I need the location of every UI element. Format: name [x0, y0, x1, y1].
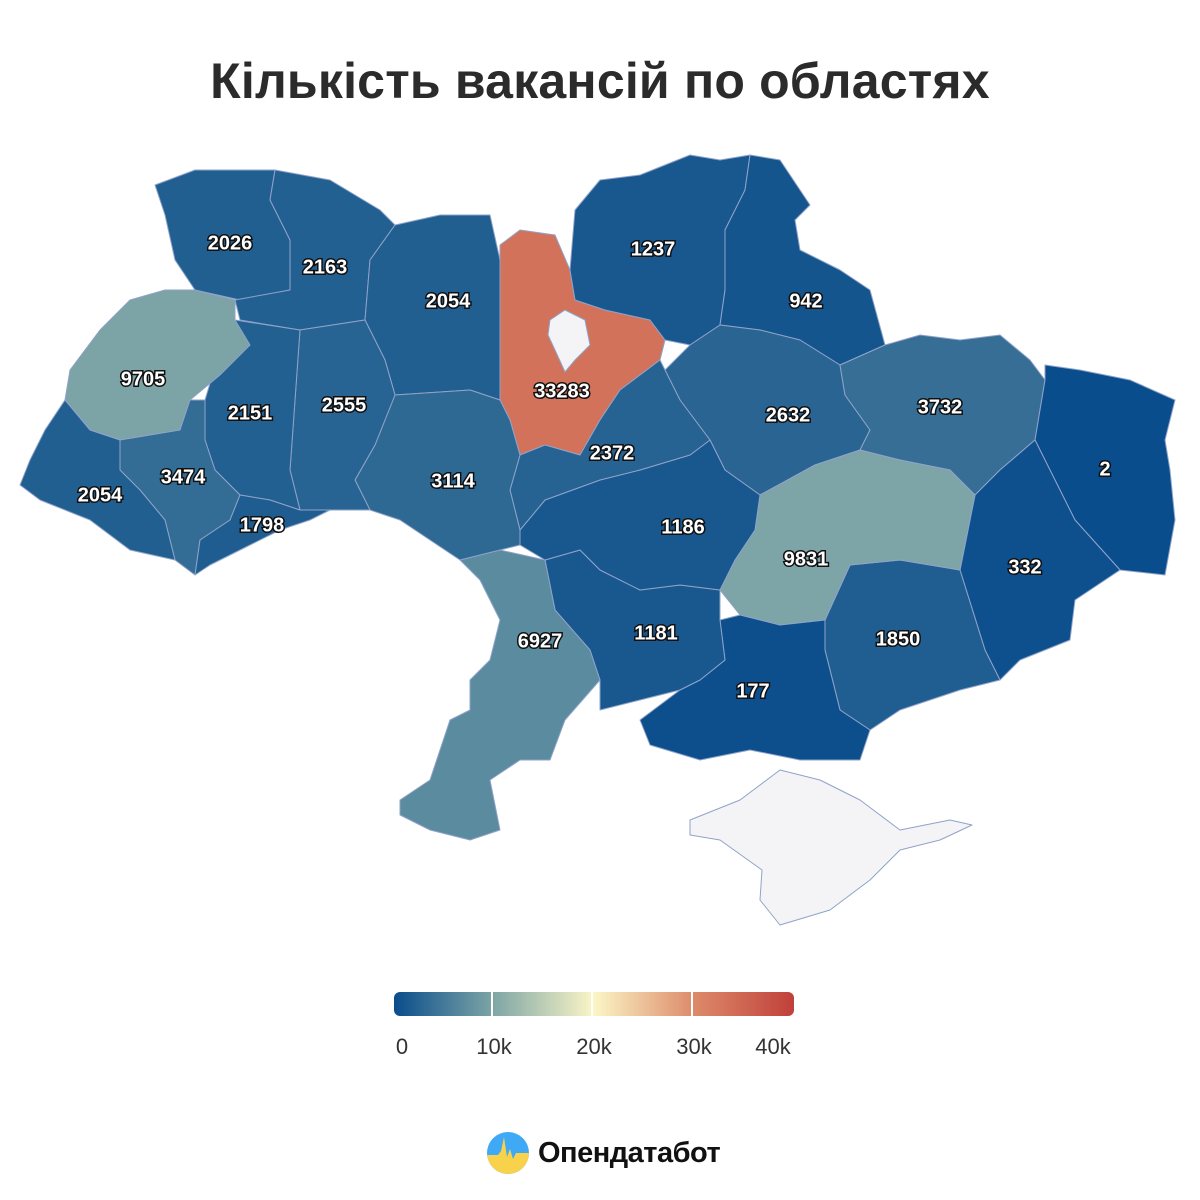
legend-separator	[691, 992, 693, 1016]
logo-text: Опендатабот	[538, 1136, 721, 1169]
value-label-lviv: 9705	[121, 368, 166, 390]
value-label-luhansk: 2	[1099, 458, 1110, 480]
value-label-odesa: 6927	[518, 630, 563, 652]
value-label-donetsk: 332	[1008, 556, 1041, 578]
color-legend: 0 10k 20k 30k 40k	[394, 992, 794, 1059]
opendatabot-logo: Опендатабот	[486, 1130, 721, 1176]
value-label-khmelnytskyi: 2555	[322, 394, 367, 416]
value-label-poltava: 2632	[766, 404, 811, 426]
value-label-kirovohrad: 1186	[661, 516, 704, 538]
legend-tick: 10k	[476, 1034, 512, 1059]
region-kyiv-city-no-data[interactable]	[547, 309, 591, 373]
value-label-chernihiv: 1237	[631, 238, 676, 260]
legend-tick: 0	[395, 1034, 409, 1059]
logo-icon	[487, 1132, 529, 1174]
legend-tick: 30k	[676, 1034, 712, 1059]
region-zakarpattia[interactable]	[19, 399, 176, 561]
legend-separator	[491, 992, 493, 1016]
value-label-volyn: 2026	[208, 232, 253, 254]
value-label-kyiv: 33283	[534, 380, 590, 402]
chart-title: Кількість вакансій по областях	[210, 53, 990, 109]
value-label-cherkasy: 2372	[590, 442, 635, 464]
legend-tick: 20k	[576, 1034, 612, 1059]
region-cherkasy[interactable]	[509, 359, 711, 531]
value-label-zakarpattia: 2054	[78, 484, 123, 506]
value-label-ivano-frankivsk: 3474	[161, 466, 206, 488]
region-chernivtsi[interactable]	[194, 494, 331, 576]
legend-gradient-bar	[394, 992, 794, 1016]
region-odesa[interactable]	[399, 549, 601, 841]
value-label-dnipropetrovsk: 9831	[784, 548, 829, 570]
legend-tick: 40k	[755, 1034, 791, 1059]
value-label-chernivtsi: 1798	[240, 514, 285, 536]
value-label-kherson: 177	[736, 680, 769, 702]
value-label-sumy: 942	[789, 290, 822, 312]
legend-separator	[591, 992, 593, 1016]
value-label-zaporizhzhia: 1850	[876, 628, 921, 650]
value-label-mykolaiv: 1181	[634, 622, 677, 644]
value-label-vinnytsia: 3114	[431, 470, 475, 492]
value-label-rivne: 2163	[303, 256, 348, 278]
value-label-ternopil: 2151	[228, 402, 273, 424]
ukraine-map: 2026 2163 2054 33283 1237 942 2632 3732 2 332 1850…	[19, 154, 1176, 926]
value-label-kharkiv: 3732	[918, 396, 963, 418]
region-crimea-no-data[interactable]	[689, 769, 973, 926]
value-label-zhytomyr: 2054	[426, 290, 471, 312]
